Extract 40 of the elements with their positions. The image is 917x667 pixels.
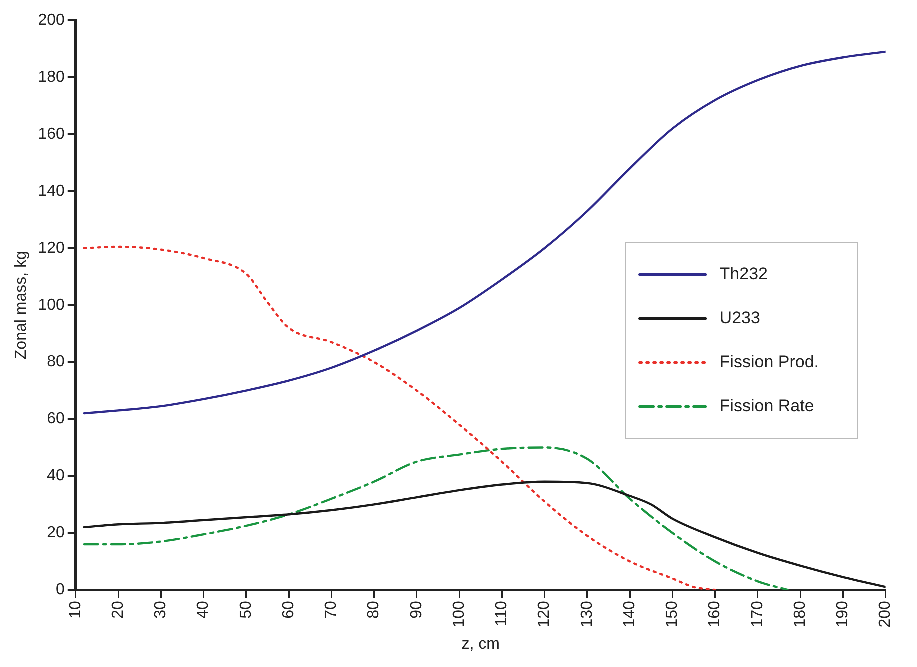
line-series xyxy=(83,246,716,590)
x-tick-label: 130 xyxy=(578,601,596,628)
y-tick-label: 60 xyxy=(47,410,65,428)
x-tick-label: 30 xyxy=(152,601,170,619)
x-tick-label: 160 xyxy=(706,601,724,628)
y-axis-title: Zonal mass, kg xyxy=(13,251,30,360)
x-tick-label: 140 xyxy=(621,601,638,628)
x-tick-label: 60 xyxy=(280,601,298,619)
x-tick-label: 180 xyxy=(792,601,809,628)
line-series xyxy=(83,446,789,590)
y-tick-label: 160 xyxy=(38,126,65,143)
y-tick-label: 120 xyxy=(38,240,65,257)
x-tick-label: 110 xyxy=(494,601,511,627)
x-tick-label: 40 xyxy=(195,601,212,619)
y-tick-label: 80 xyxy=(47,354,65,371)
line-series xyxy=(83,50,886,415)
y-tick-label: 200 xyxy=(38,12,65,30)
y-tick-label: 180 xyxy=(38,68,65,86)
legend-label: Fission Rate xyxy=(720,396,814,416)
x-tick-label: 70 xyxy=(323,601,340,619)
x-axis-title: z, cm xyxy=(462,636,500,653)
legend-label: U233 xyxy=(720,308,760,328)
y-tick-label: 0 xyxy=(56,582,65,599)
x-tick-label: 170 xyxy=(749,601,766,628)
y-tick-label: 20 xyxy=(47,524,65,542)
x-tick-label: 80 xyxy=(366,601,383,619)
x-tick-label: 200 xyxy=(877,601,894,628)
x-tick-label: 20 xyxy=(110,601,127,619)
y-tick-label: 40 xyxy=(47,468,65,485)
x-tick-label: 50 xyxy=(238,601,255,619)
y-tick-label: 140 xyxy=(38,182,65,200)
legend-label: Th232 xyxy=(720,264,768,284)
x-tick-label: 90 xyxy=(408,601,426,619)
y-tick-label: 100 xyxy=(38,296,65,314)
x-tick-label: 100 xyxy=(450,601,468,628)
x-tick-label: 120 xyxy=(536,601,554,628)
x-tick-label: 150 xyxy=(664,601,682,628)
x-tick-label: 10 xyxy=(67,601,84,619)
x-tick-label: 190 xyxy=(834,601,852,628)
legend-label: Fission Prod. xyxy=(720,352,820,372)
